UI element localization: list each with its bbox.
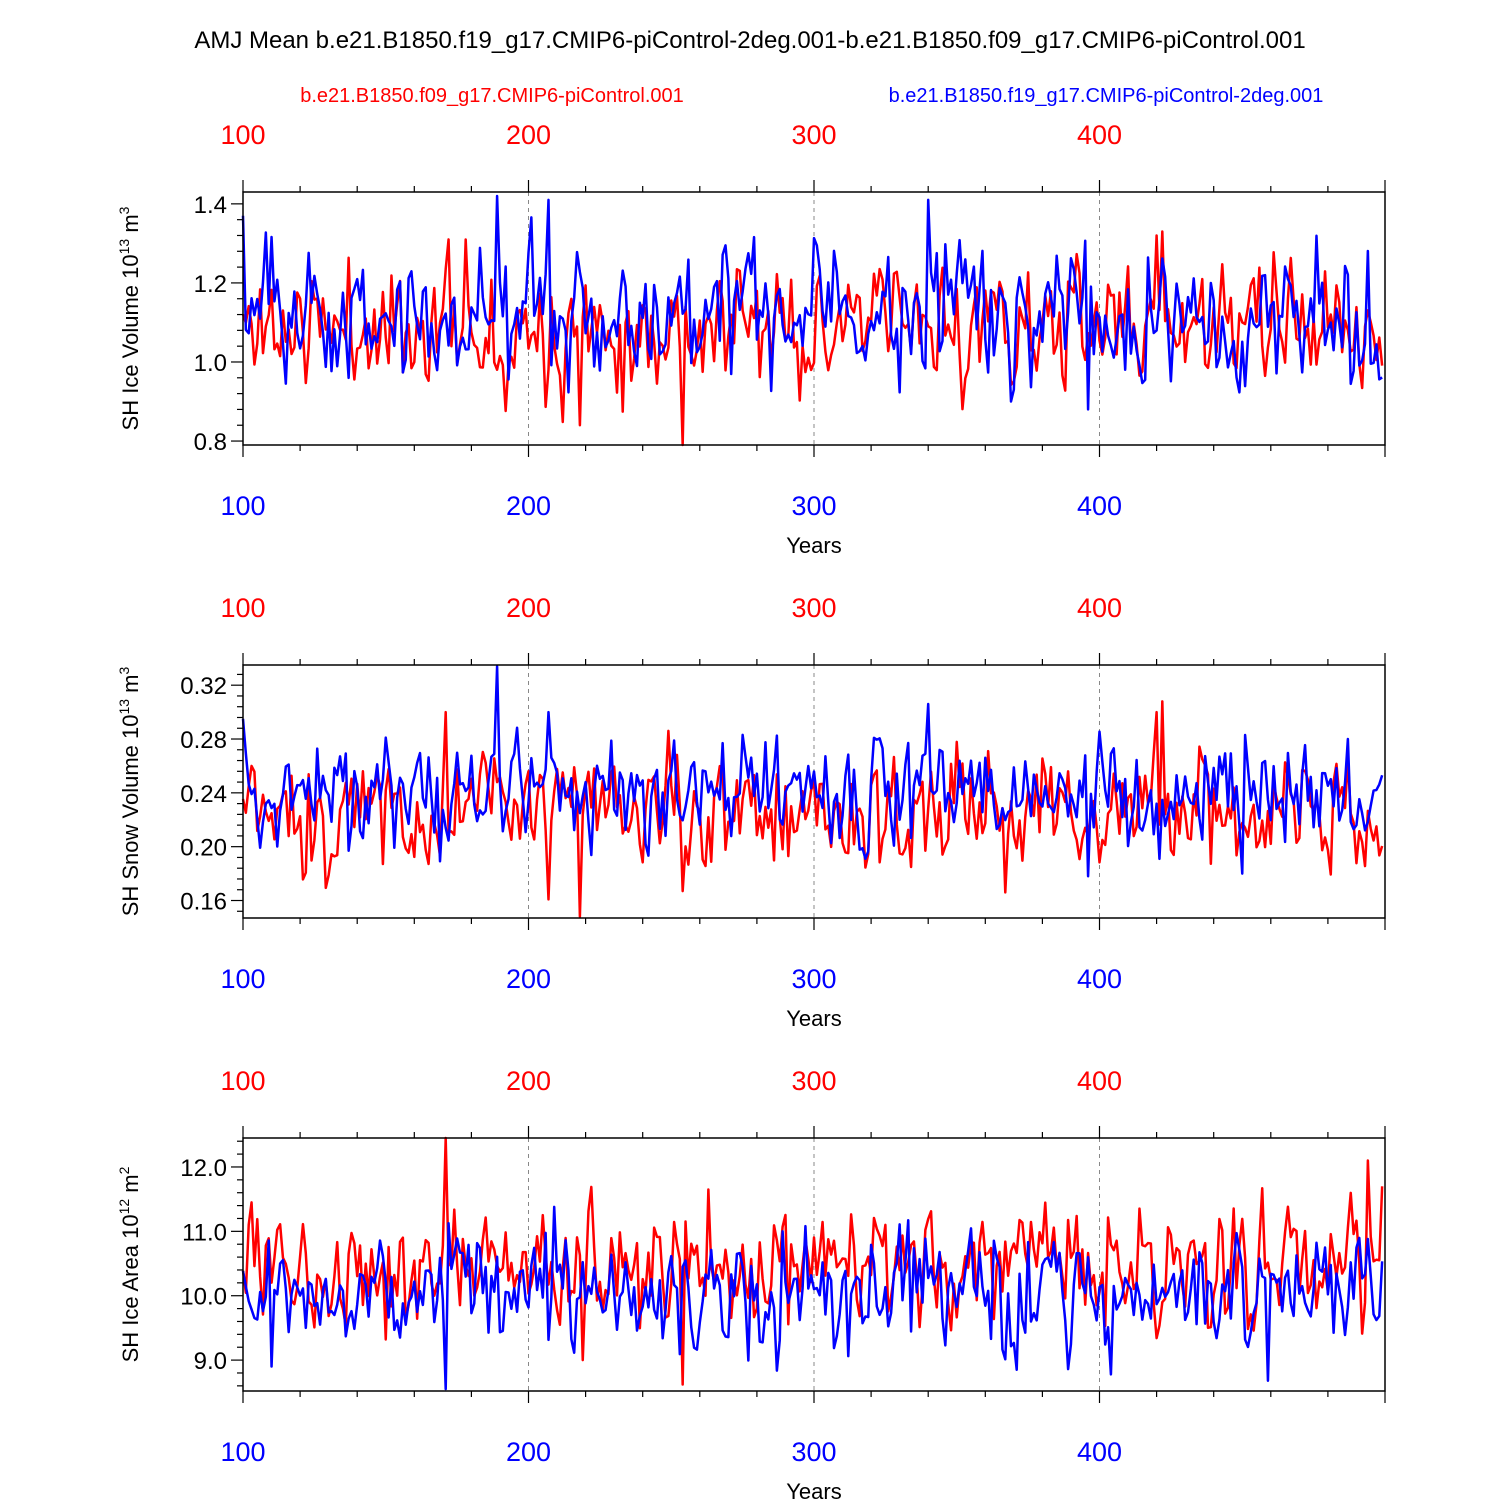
y-axis-label: SH Snow Volume 1013 m3: [116, 666, 143, 916]
series-line-blue: [241, 665, 1384, 878]
x-tick-label-bottom: 200: [506, 491, 551, 521]
x-tick-label-bottom: 300: [791, 964, 836, 994]
y-axis-label-unit: m: [118, 214, 143, 238]
y-axis-label-exponent: 13: [116, 239, 132, 255]
y-axis-label-text: SH Ice Area 10: [118, 1214, 143, 1362]
y-tick-label: 11.0: [182, 1219, 227, 1246]
y-tick-label: 0.20: [180, 835, 227, 862]
x-tick-label-top: 100: [220, 120, 265, 150]
series-line-red: [241, 1136, 1384, 1386]
x-tick-label-top: 400: [1077, 1066, 1122, 1096]
x-tick-label-bottom: 400: [1077, 1437, 1122, 1467]
x-tick-label-top: 200: [506, 593, 551, 623]
series-line-blue: [241, 194, 1383, 411]
y-axis-label-text: SH Ice Volume 10: [118, 254, 143, 430]
x-tick-label-bottom: 200: [506, 964, 551, 994]
y-axis-label-unit: m: [118, 1174, 143, 1198]
panel-3: 100 100 200 200 300 300 400 400 Years 9.0 10.0 11.0…: [116, 1066, 1386, 1500]
x-tick-label-bottom: 300: [791, 1437, 836, 1467]
x-tick-label-top: 100: [220, 593, 265, 623]
figure-title: AMJ Mean b.e21.B1850.f19_g17.CMIP6-piCon…: [194, 27, 1305, 54]
y-tick-label: 9.0: [194, 1348, 227, 1375]
x-tick-label-bottom: 100: [220, 1437, 265, 1467]
y-axis-label: SH Ice Volume 1013 m3: [116, 206, 143, 430]
y-tick-label: 1.4: [194, 192, 227, 219]
x-tick-label-bottom: 400: [1077, 491, 1122, 521]
x-tick-label-bottom: 100: [220, 964, 265, 994]
y-axis-label-unit-exponent: 2: [116, 1166, 132, 1174]
y-axis-label: SH Ice Area 1012 m2: [116, 1166, 143, 1362]
x-tick-label-top: 400: [1077, 593, 1122, 623]
y-axis-label-unit-exponent: 3: [116, 666, 132, 674]
x-axis-label: Years: [786, 1006, 841, 1031]
y-axis-label-unit-exponent: 3: [116, 206, 132, 214]
y-tick-label: 1.2: [194, 271, 227, 298]
x-tick-label-top: 200: [506, 120, 551, 150]
y-tick-label: 10.0: [180, 1284, 227, 1311]
x-tick-label-bottom: 200: [506, 1437, 551, 1467]
x-tick-label-top: 300: [791, 120, 836, 150]
panel-1: 100 100 200 200 300 300 400 400 Years 0.8 1.0 1.2 1.…: [116, 120, 1386, 558]
panel-2: 100 100 200 200 300 300 400 400 Years 0.16 0.20 0.2…: [116, 593, 1386, 1031]
y-tick-label: 0.28: [180, 727, 227, 754]
x-tick-label-bottom: 100: [220, 491, 265, 521]
x-axis-label: Years: [786, 533, 841, 558]
y-tick-label: 0.24: [180, 781, 227, 808]
x-tick-label-bottom: 400: [1077, 964, 1122, 994]
legend-blue-label: b.e21.B1850.f19_g17.CMIP6-piControl-2deg…: [889, 85, 1324, 107]
series-line-red: [241, 230, 1384, 447]
x-tick-label-bottom: 300: [791, 491, 836, 521]
series-line-blue: [241, 1205, 1384, 1391]
y-axis-label-unit: m: [118, 674, 143, 698]
series-line-red: [241, 700, 1384, 918]
y-axis-label-exponent: 13: [116, 699, 132, 715]
y-axis-label-exponent: 12: [116, 1199, 132, 1215]
y-tick-label: 12.0: [180, 1155, 227, 1182]
y-tick-label: 0.8: [194, 429, 227, 456]
x-tick-label-top: 400: [1077, 120, 1122, 150]
x-tick-label-top: 100: [220, 1066, 265, 1096]
x-tick-label-top: 300: [791, 1066, 836, 1096]
x-axis-label: Years: [786, 1479, 841, 1500]
x-tick-label-top: 200: [506, 1066, 551, 1096]
panels: 100 100 200 200 300 300 400 400 Years 0.8 1.0 1.2 1.…: [116, 120, 1386, 1500]
y-tick-label: 0.32: [180, 673, 227, 700]
y-tick-label: 0.16: [180, 889, 227, 916]
legend-red-label: b.e21.B1850.f09_g17.CMIP6-piControl.001: [300, 85, 684, 107]
y-axis-label-text: SH Snow Volume 10: [118, 715, 143, 917]
y-tick-label: 1.0: [194, 350, 227, 377]
x-tick-label-top: 300: [791, 593, 836, 623]
